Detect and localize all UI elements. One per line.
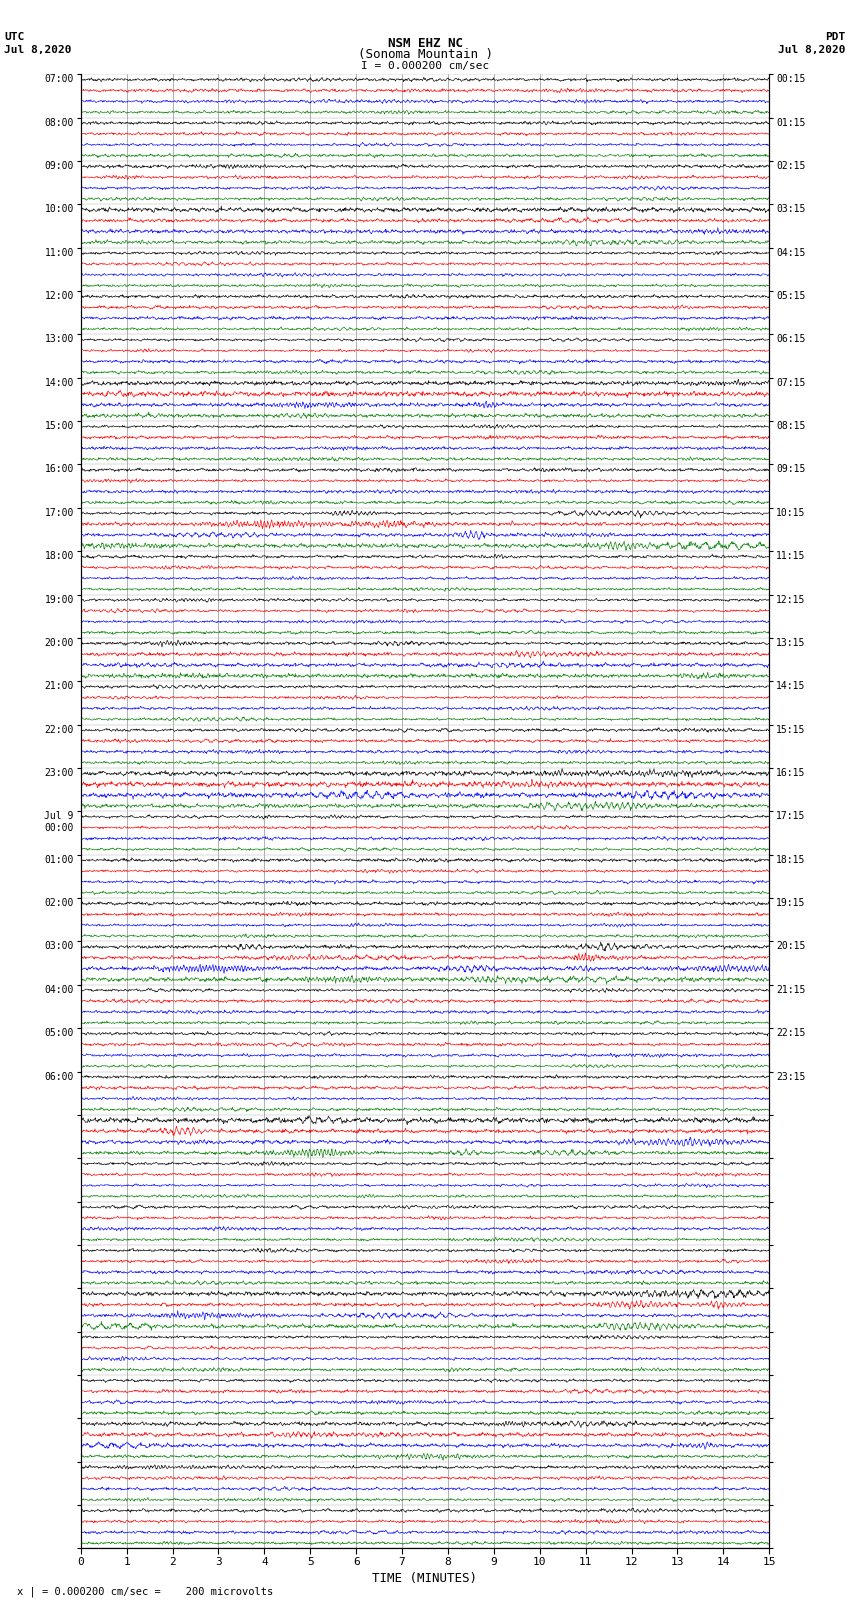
Text: Jul 8,2020: Jul 8,2020 [4,45,71,55]
Text: I = 0.000200 cm/sec: I = 0.000200 cm/sec [361,61,489,71]
Text: UTC: UTC [4,32,25,42]
Text: Jul 8,2020: Jul 8,2020 [779,45,846,55]
Text: NSM EHZ NC: NSM EHZ NC [388,37,462,50]
X-axis label: TIME (MINUTES): TIME (MINUTES) [372,1573,478,1586]
Text: PDT: PDT [825,32,846,42]
Text: (Sonoma Mountain ): (Sonoma Mountain ) [358,48,492,61]
Text: x | = 0.000200 cm/sec =    200 microvolts: x | = 0.000200 cm/sec = 200 microvolts [17,1586,273,1597]
